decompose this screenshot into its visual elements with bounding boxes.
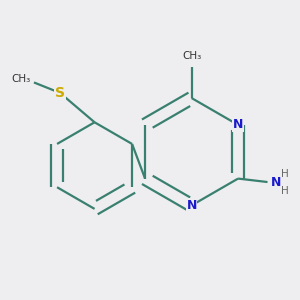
Text: CH₃: CH₃	[11, 74, 31, 84]
Text: N: N	[271, 176, 281, 188]
Text: S: S	[55, 86, 65, 100]
Text: H: H	[281, 186, 289, 196]
Text: H: H	[281, 169, 289, 179]
Text: CH₃: CH₃	[182, 51, 201, 61]
Text: N: N	[233, 118, 243, 131]
Text: N: N	[186, 199, 197, 212]
